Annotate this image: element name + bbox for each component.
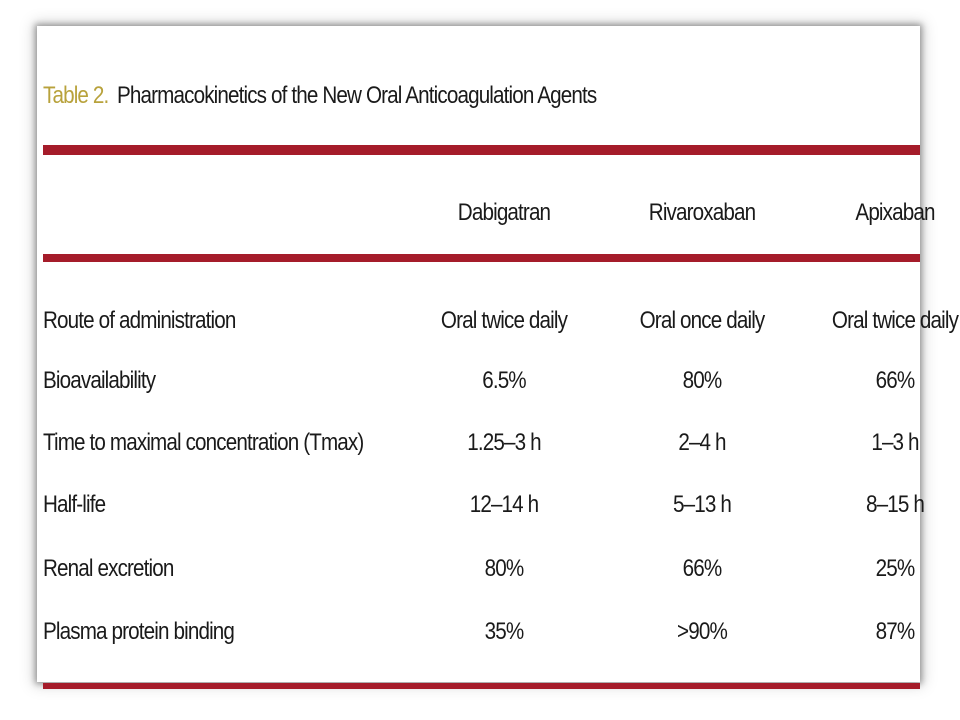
table-title: Table 2. Pharmacokinetics of the New Oral… [43,82,597,109]
table-label: Table 2. [43,82,109,109]
table-cell: Oral twice daily [831,307,959,334]
table-cell: 66% [682,555,723,582]
table-cell: 5–13 h [673,491,732,518]
header-rule [43,254,920,262]
table-cell: >90% [677,618,728,645]
table-cell: 80% [484,555,525,582]
table-cell: 12–14 h [469,491,539,518]
column-header-dabigatran: Dabigatran [457,199,551,226]
table-cell: 8–15 h [866,491,925,518]
table-cell: 87% [875,618,916,645]
table-cell: 66% [875,367,916,394]
table-cell: 1–3 h [871,429,919,456]
table-cell: Oral once daily [639,307,766,334]
table-title-text: Pharmacokinetics of the New Oral Anticoa… [117,82,597,109]
table-cell: 2–4 h [678,429,726,456]
table-cell: 35% [484,618,525,645]
table-cell: Oral twice daily [440,307,568,334]
column-header-rivaroxaban: Rivaroxaban [648,199,756,226]
top-rule [43,145,920,155]
table-card: Table 2. Pharmacokinetics of the New Oral… [37,26,959,689]
row-label: Route of administration [43,307,236,334]
bottom-rule [43,683,920,689]
column-header-apixaban: Apixaban [855,199,935,226]
table-cell: 25% [875,555,916,582]
row-label: Time to maximal concentration (Tmax) [43,429,364,456]
row-label: Plasma protein binding [43,618,235,645]
table-cell: 1.25–3 h [467,429,541,456]
row-label: Renal excretion [43,555,174,582]
row-label: Bioavailability [43,367,156,394]
table-cell: 6.5% [482,367,526,394]
row-label: Half-life [43,491,106,518]
table-cell: 80% [682,367,723,394]
